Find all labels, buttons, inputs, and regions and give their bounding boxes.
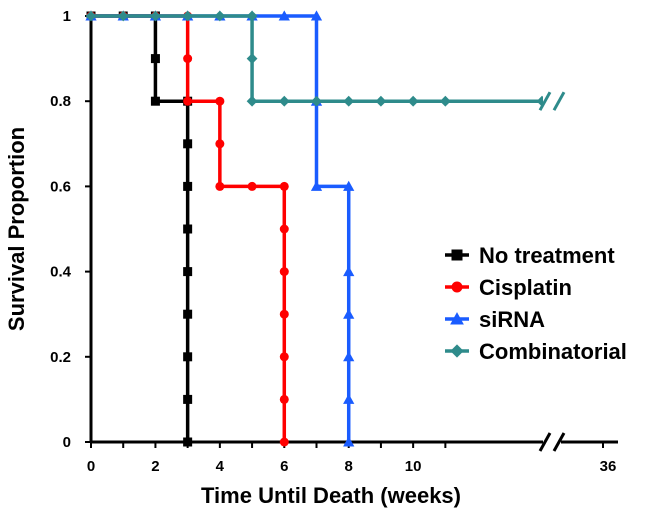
legend-label: Cisplatin xyxy=(479,275,572,300)
data-point-diamond xyxy=(278,95,290,107)
y-tick-label: 0.4 xyxy=(50,264,72,281)
legend-item: No treatment xyxy=(445,243,615,268)
data-point-diamond xyxy=(150,10,161,22)
data-point-circle xyxy=(279,437,289,447)
axes xyxy=(89,16,618,444)
series-line xyxy=(91,14,190,442)
data-point-circle xyxy=(247,181,257,191)
x-tick-label: 10 xyxy=(405,458,422,475)
legend-label: Combinatorial xyxy=(479,339,627,364)
y-ticks: 0 0.2 0.4 0.6 0.8 1 xyxy=(50,8,91,451)
legend-item: Cisplatin xyxy=(445,275,572,300)
data-point-square xyxy=(183,224,193,234)
data-point-triangle xyxy=(343,180,355,191)
data-point-triangle xyxy=(450,312,464,325)
legend-item: Combinatorial xyxy=(445,339,627,364)
data-point-circle xyxy=(279,352,289,362)
series-sirna xyxy=(85,10,355,447)
y-axis-title: Survival Proportion xyxy=(4,127,29,331)
data-point-diamond xyxy=(311,95,322,107)
data-point-square xyxy=(183,267,193,277)
data-point-circle xyxy=(183,96,193,106)
data-point-triangle xyxy=(343,265,355,277)
data-point-square xyxy=(183,181,193,191)
legend: No treatment Cisplatin siRNA Combinatorial xyxy=(445,243,627,364)
data-point-triangle xyxy=(343,436,355,447)
data-point-diamond xyxy=(182,10,194,22)
data-point-diamond xyxy=(439,95,451,107)
data-point-diamond xyxy=(246,53,258,64)
x-tick-label: 8 xyxy=(345,458,353,475)
data-point-circle xyxy=(215,139,225,149)
x-tick-label: 6 xyxy=(280,458,288,475)
data-point-diamond xyxy=(407,95,419,107)
break-slash xyxy=(552,91,566,111)
data-point-circle xyxy=(215,96,225,106)
data-point-diamond xyxy=(375,95,387,107)
x-tick-label: 2 xyxy=(151,458,159,475)
data-point-square xyxy=(451,249,463,261)
data-point-diamond xyxy=(343,95,355,107)
data-point-triangle xyxy=(278,10,290,21)
data-point-diamond xyxy=(246,10,258,22)
data-point-diamond xyxy=(450,344,464,358)
legend-item: siRNA xyxy=(445,307,545,332)
data-point-square xyxy=(150,96,160,106)
x-ticks: 0 2 4 6 8 10 36 xyxy=(87,442,617,475)
y-tick-label: 1 xyxy=(63,8,71,25)
legend-label: No treatment xyxy=(479,243,615,268)
data-point-triangle xyxy=(343,308,355,319)
break-slash xyxy=(552,432,566,452)
data-point-circle xyxy=(279,309,289,319)
series-line xyxy=(91,14,351,442)
y-tick-label: 0.2 xyxy=(50,349,71,366)
series-layer xyxy=(85,10,548,447)
data-point-circle xyxy=(279,224,289,234)
y-tick-label: 0 xyxy=(63,434,71,451)
x-axis-title: Time Until Death (weeks) xyxy=(201,483,461,508)
data-point-triangle xyxy=(310,180,323,191)
y-tick-label: 0.8 xyxy=(50,93,71,110)
data-point-square xyxy=(183,394,193,404)
data-point-triangle xyxy=(343,393,355,404)
data-point-circle xyxy=(183,54,193,64)
data-point-diamond xyxy=(117,10,129,22)
x-tick-label: 4 xyxy=(216,458,225,475)
data-point-square xyxy=(183,139,193,149)
data-point-triangle xyxy=(310,10,323,21)
data-point-circle xyxy=(451,281,463,293)
data-point-square xyxy=(183,309,193,319)
y-tick-label: 0.6 xyxy=(50,178,71,195)
data-point-diamond xyxy=(246,95,258,107)
data-point-square xyxy=(150,54,160,64)
break-slash xyxy=(538,91,552,111)
break-slash xyxy=(538,432,552,452)
series-combinatorial xyxy=(85,10,548,107)
x-tick-label: 0 xyxy=(87,458,95,475)
data-point-circle xyxy=(279,181,289,191)
x-tick-label: 36 xyxy=(600,458,617,475)
data-point-circle xyxy=(279,267,289,277)
axis-breaks xyxy=(538,91,566,452)
data-point-diamond xyxy=(85,10,97,22)
series-no-treatment xyxy=(86,11,193,447)
data-point-square xyxy=(183,437,193,447)
data-point-circle xyxy=(215,181,225,191)
data-point-square xyxy=(183,352,193,362)
legend-label: siRNA xyxy=(479,307,545,332)
data-point-diamond xyxy=(214,10,226,22)
data-point-circle xyxy=(279,394,289,404)
data-point-triangle xyxy=(343,351,355,362)
